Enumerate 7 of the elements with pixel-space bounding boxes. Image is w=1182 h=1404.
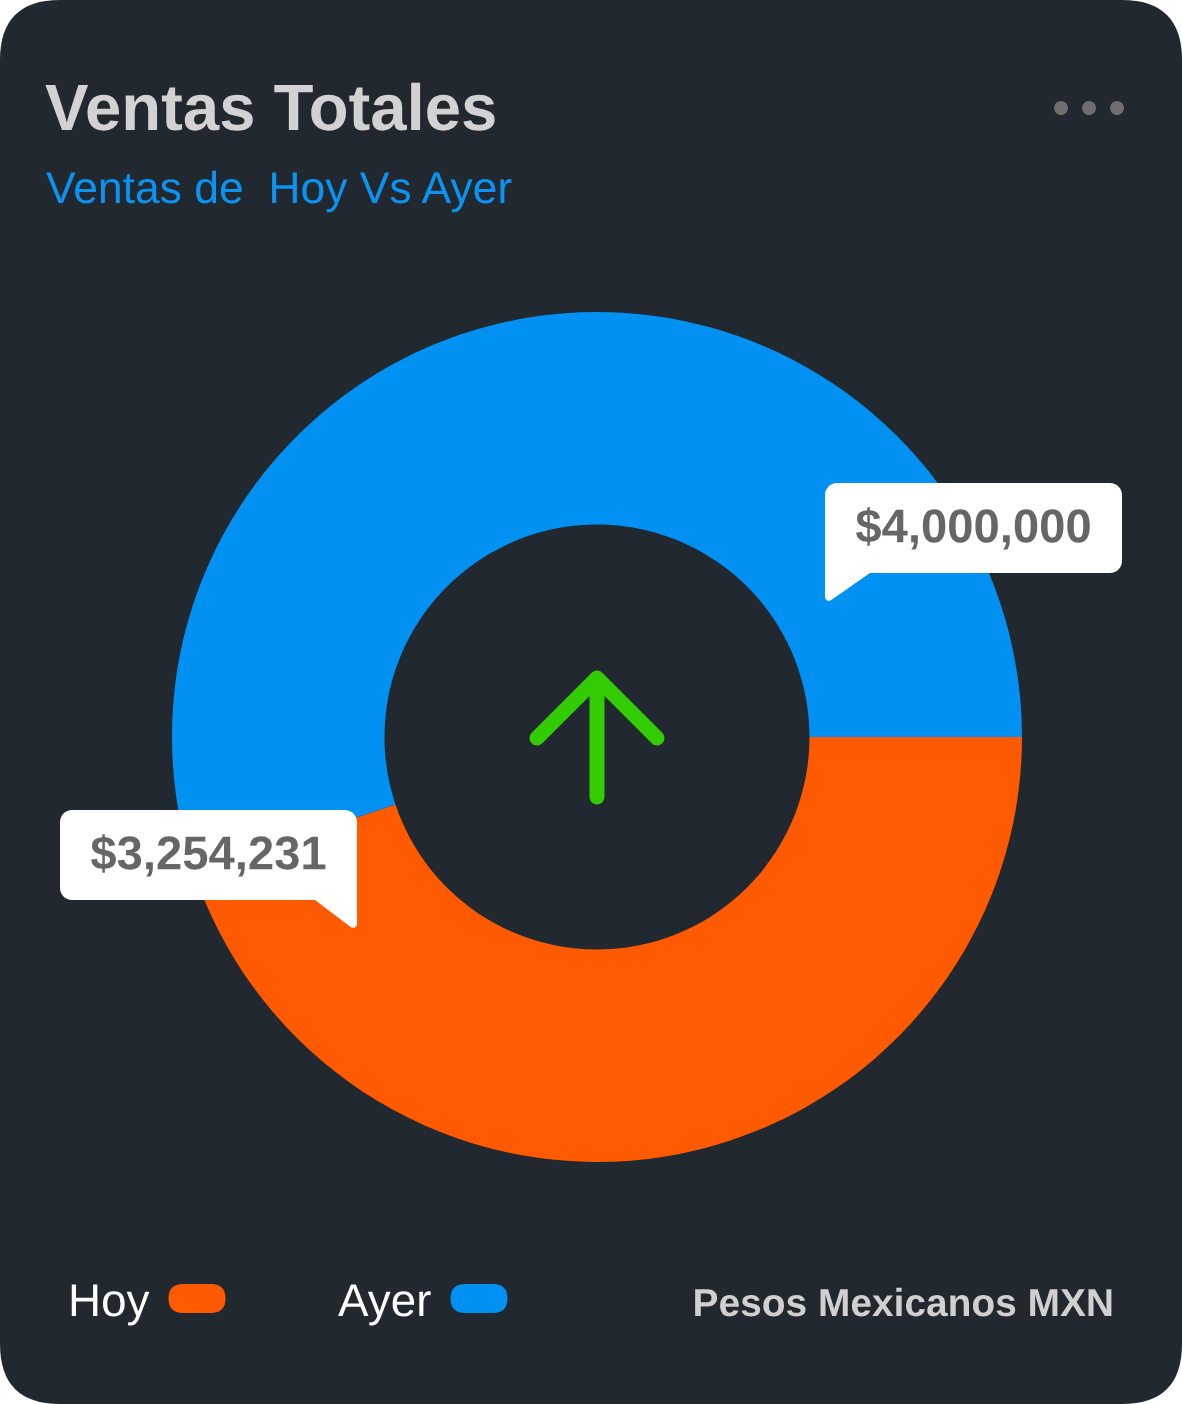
chart-subtitle: Ventas de Hoy Vs Ayer [46, 170, 512, 213]
chart-title: Ventas Totales [45, 82, 495, 131]
data-label: $3,254,231 [90, 834, 326, 877]
legend-label: Ayer [338, 1284, 431, 1326]
text: Pesos Mexicanos MXN [695, 1287, 1112, 1317]
data-label: $4,000,000 [855, 507, 1090, 550]
legend-label: Hoy [71, 1284, 150, 1326]
